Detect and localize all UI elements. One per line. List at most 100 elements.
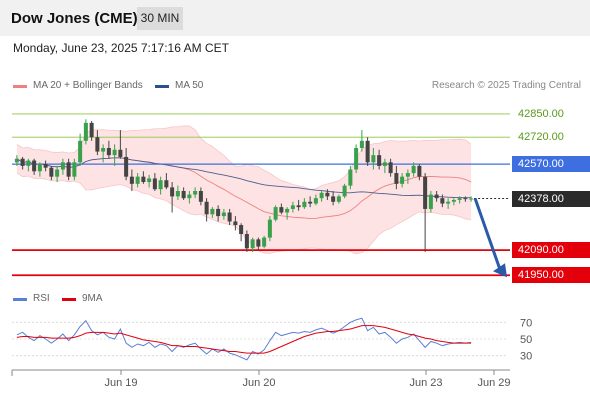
- level-label-42570: 42570.00: [512, 156, 590, 173]
- candle-body: [267, 219, 272, 238]
- candle-body: [428, 194, 433, 209]
- level-label-42090: 42090.00: [512, 242, 590, 259]
- candle-body: [135, 176, 140, 184]
- ma50-legend-label: MA 50: [175, 80, 204, 91]
- candle-body: [273, 207, 278, 220]
- candle-body: [469, 198, 474, 200]
- level-label-42378: 42378.00: [512, 190, 590, 207]
- candle-body: [14, 158, 19, 163]
- candle-body: [336, 196, 341, 202]
- candle-body: [112, 149, 117, 156]
- candle-body: [354, 147, 359, 170]
- candle-body: [89, 122, 94, 138]
- candle-body: [101, 147, 106, 152]
- candle-body: [463, 198, 468, 200]
- ma50-line: [16, 157, 472, 199]
- candle-body: [411, 165, 416, 174]
- forecast-arrow-shaft: [473, 198, 504, 276]
- candle-body: [308, 201, 313, 204]
- candle-body: [198, 191, 203, 202]
- candle-body: [95, 137, 100, 152]
- candle-body: [331, 196, 336, 202]
- candle-body: [290, 205, 295, 209]
- candle-body: [405, 173, 410, 177]
- rsi-tick-50: 50: [520, 334, 532, 346]
- candle-body: [32, 160, 37, 172]
- candle-body: [440, 198, 445, 204]
- candle-body: [187, 194, 192, 199]
- candle-body: [60, 162, 65, 170]
- candle-body: [388, 162, 393, 174]
- candle-body: [244, 234, 249, 249]
- candle-body: [43, 164, 48, 168]
- rsi-9ma-line: [16, 325, 472, 354]
- candle-body: [37, 164, 42, 172]
- candle-body: [382, 162, 387, 166]
- candle-body: [72, 162, 77, 177]
- forecast-arrow-head: [493, 263, 507, 278]
- candle-body: [279, 207, 284, 213]
- candle-body: [26, 160, 31, 166]
- candle-body: [227, 212, 232, 222]
- candle-body: [377, 155, 382, 166]
- candle-body: [233, 221, 238, 226]
- candle-body: [118, 149, 123, 157]
- candle-body: [285, 208, 290, 213]
- candle-body: [216, 208, 221, 217]
- candle-body: [302, 201, 307, 208]
- candle-body: [20, 158, 25, 166]
- candle-body: [434, 194, 439, 199]
- candle-body: [204, 201, 209, 215]
- candle-body: [210, 208, 215, 215]
- instrument-title: Dow Jones (CME): [11, 10, 138, 27]
- candle-body: [181, 191, 186, 199]
- candle-body: [417, 165, 422, 177]
- candle-body: [342, 185, 347, 197]
- level-label-42720: 42720.00: [518, 131, 564, 144]
- ma50-legend-swatch: [155, 85, 169, 88]
- candle-body: [394, 173, 399, 184]
- candle-body: [451, 199, 456, 202]
- candle-body: [296, 205, 301, 208]
- candle-body: [170, 187, 175, 197]
- candle-body: [457, 198, 462, 200]
- level-label-41950: 41950.00: [512, 267, 590, 284]
- candle-body: [193, 191, 198, 195]
- ma9-legend-label: 9MA: [82, 293, 103, 304]
- candle-body: [262, 237, 267, 247]
- candle-body: [83, 122, 88, 141]
- candle-body: [319, 192, 324, 199]
- candle-body: [313, 198, 318, 204]
- time-label: Jun 20: [242, 377, 275, 389]
- time-label: Jun 29: [477, 377, 510, 389]
- rsi-line: [16, 317, 472, 361]
- candle-body: [141, 176, 146, 183]
- candle-body: [175, 191, 180, 197]
- bollinger-legend-swatch: [13, 85, 27, 88]
- ma9-legend-swatch: [62, 298, 76, 301]
- candle-body: [147, 178, 152, 183]
- rsi-legend-swatch: [13, 298, 27, 301]
- candle-body: [124, 156, 129, 177]
- candle-body: [256, 239, 261, 247]
- candle-body: [423, 176, 428, 209]
- level-label-42850: 42850.00: [518, 107, 564, 120]
- candle-body: [239, 225, 244, 235]
- timeframe-badge[interactable]: 30 MIN: [137, 7, 183, 30]
- candle-body: [400, 176, 405, 184]
- candle-body: [66, 162, 71, 177]
- chart-header: Dow Jones (CME) 30 MIN: [0, 0, 590, 36]
- candle-body: [221, 212, 226, 217]
- candle-body: [152, 178, 157, 190]
- time-label: Jun 23: [409, 377, 442, 389]
- candle-body: [55, 169, 60, 177]
- bollinger-lower-line: [16, 172, 472, 255]
- candle-body: [78, 140, 83, 163]
- candle-body: [348, 169, 353, 186]
- rsi-tick-70: 70: [520, 317, 532, 329]
- timestamp: Monday, June 23, 2025 7:17:16 AM CET: [13, 41, 229, 55]
- candle-body: [371, 155, 376, 163]
- bollinger-band-fill: [16, 125, 472, 255]
- candle-body: [250, 239, 255, 249]
